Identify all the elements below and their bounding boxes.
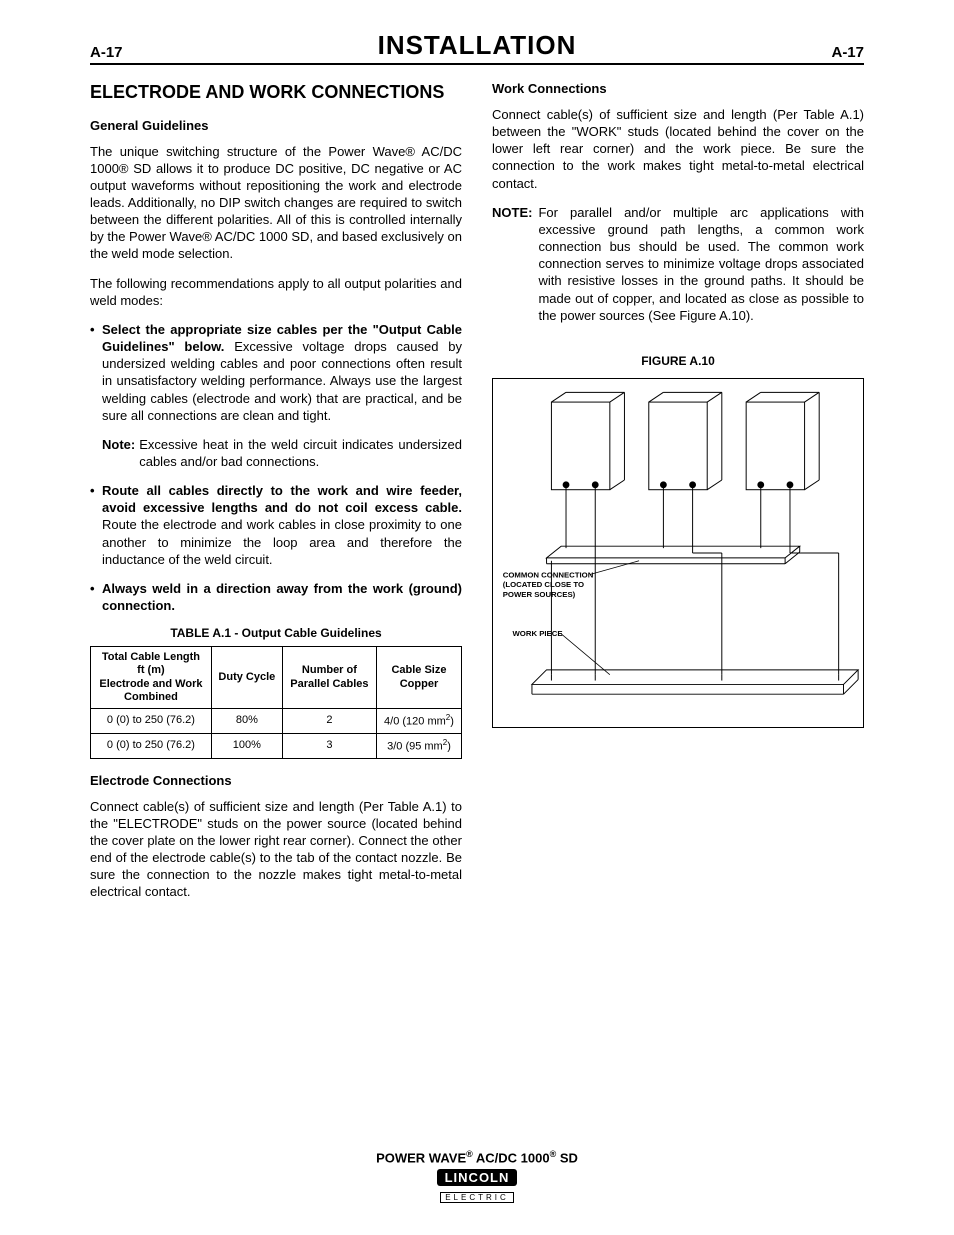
footer-model: POWER WAVE® AC/DC 1000® SD <box>0 1149 954 1165</box>
bullet-2: Route all cables directly to the work an… <box>102 482 462 568</box>
subhead-general: General Guidelines <box>90 118 462 133</box>
page-footer: POWER WAVE® AC/DC 1000® SD LINCOLN ELECT… <box>0 1149 954 1205</box>
th-length: Total Cable Lengthft (m)Electrode and Wo… <box>91 647 212 709</box>
cell: 2 <box>282 709 376 734</box>
bullet-3: Always weld in a direction away from the… <box>102 580 462 614</box>
th-duty: Duty Cycle <box>211 647 282 709</box>
cell: 0 (0) to 250 (76.2) <box>91 733 212 758</box>
bullet-3-lead: Always weld in a direction away from the… <box>102 581 462 613</box>
para-recs: The following recommendations apply to a… <box>90 275 462 309</box>
left-column: ELECTRODE AND WORK CONNECTIONS General G… <box>90 81 462 913</box>
para-intro: The unique switching structure of the Po… <box>90 143 462 263</box>
fig-label-common: COMMON CONNECTION <box>503 570 594 579</box>
cable-table: Total Cable Lengthft (m)Electrode and Wo… <box>90 646 462 758</box>
table-row: 0 (0) to 250 (76.2) 80% 2 4/0 (120 mm2) <box>91 709 462 734</box>
lincoln-logo: LINCOLN ELECTRIC <box>437 1169 518 1205</box>
svg-text:(LOCATED CLOSE TO: (LOCATED CLOSE TO <box>503 580 584 589</box>
header-page-right: A-17 <box>804 44 864 61</box>
cell: 3 <box>282 733 376 758</box>
header-title: INSTALLATION <box>150 30 804 61</box>
logo-top: LINCOLN <box>437 1169 518 1186</box>
note-heat: Note: Excessive heat in the weld circuit… <box>102 436 462 470</box>
cell: 4/0 (120 mm2) <box>376 709 461 734</box>
figure-caption: FIGURE A.10 <box>492 354 864 368</box>
figure-svg: COMMON CONNECTION (LOCATED CLOSE TO POWE… <box>493 379 863 727</box>
cell: 100% <box>211 733 282 758</box>
svg-text:POWER SOURCES): POWER SOURCES) <box>503 590 576 599</box>
cell: 0 (0) to 250 (76.2) <box>91 709 212 734</box>
note-label-2: NOTE: <box>492 204 532 324</box>
table-header-row: Total Cable Lengthft (m)Electrode and Wo… <box>91 647 462 709</box>
para-electrode: Connect cable(s) of sufficient size and … <box>90 798 462 901</box>
cell: 3/0 (95 mm2) <box>376 733 461 758</box>
header-page-left: A-17 <box>90 44 150 61</box>
cell: 80% <box>211 709 282 734</box>
para-work: Connect cable(s) of sufficient size and … <box>492 106 864 192</box>
bullet-1: Select the appropriate size cables per t… <box>102 321 462 424</box>
note-text-2: For parallel and/or multiple arc applica… <box>538 204 864 324</box>
fig-label-work: WORK PIECE <box>512 629 562 638</box>
content-area: ELECTRODE AND WORK CONNECTIONS General G… <box>0 65 954 913</box>
figure-a10: COMMON CONNECTION (LOCATED CLOSE TO POWE… <box>492 378 864 728</box>
table-row: 0 (0) to 250 (76.2) 100% 3 3/0 (95 mm2) <box>91 733 462 758</box>
th-parallel: Number ofParallel Cables <box>282 647 376 709</box>
note-text: Excessive heat in the weld circuit indic… <box>139 436 462 470</box>
th-size: Cable SizeCopper <box>376 647 461 709</box>
note-parallel: NOTE: For parallel and/or multiple arc a… <box>492 204 864 324</box>
subhead-electrode: Electrode Connections <box>90 773 462 788</box>
right-column: Work Connections Connect cable(s) of suf… <box>492 81 864 913</box>
logo-bottom: ELECTRIC <box>440 1192 514 1203</box>
table-caption: TABLE A.1 - Output Cable Guidelines <box>90 626 462 640</box>
bullet-2-lead: Route all cables directly to the work an… <box>102 483 462 515</box>
page-header: A-17 INSTALLATION A-17 <box>90 0 864 65</box>
section-title: ELECTRODE AND WORK CONNECTIONS <box>90 81 462 104</box>
subhead-work: Work Connections <box>492 81 864 96</box>
note-label: Note: <box>102 436 135 470</box>
bullet-2-rest: Route the electrode and work cables in c… <box>102 517 462 566</box>
